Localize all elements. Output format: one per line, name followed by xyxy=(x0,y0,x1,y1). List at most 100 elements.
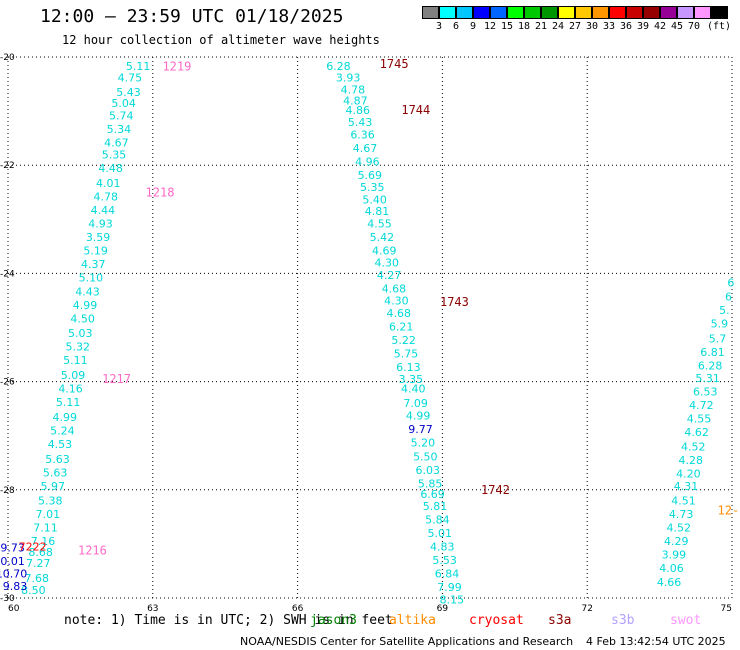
data-point-label: 5.32 xyxy=(66,340,91,353)
y-tick-label: -30 xyxy=(0,594,15,604)
data-point-label: 5.53 xyxy=(432,554,457,567)
legend-swatch xyxy=(626,6,643,19)
mission-altika: altika xyxy=(389,613,436,628)
legend-swatch xyxy=(677,6,694,19)
legend-label: 45 xyxy=(670,21,684,32)
legend-label: 30 xyxy=(585,21,599,32)
data-point-label: 4.55 xyxy=(687,412,712,425)
data-point-label: 4.27 xyxy=(377,269,402,282)
data-point-label: 5.84 xyxy=(425,514,450,527)
legend-swatch xyxy=(524,6,541,19)
x-tick-label: 60 xyxy=(8,604,20,614)
legend-swatch xyxy=(592,6,609,19)
data-point-label: 4.72 xyxy=(689,399,714,412)
data-point-label: 6.81 xyxy=(700,346,725,359)
data-point-label: 4.62 xyxy=(684,426,709,439)
data-point-label: 6 xyxy=(727,277,734,290)
data-point-label: 4.53 xyxy=(48,438,73,451)
track-time-label: 1743 xyxy=(440,295,469,309)
data-point-label: 5.50 xyxy=(413,450,438,463)
data-point-label: 5.85 xyxy=(418,477,443,490)
legend-label: 12 xyxy=(483,21,497,32)
data-point-label: 4.44 xyxy=(91,204,116,217)
data-point-label: 8.68 xyxy=(28,546,53,559)
data-point-label: 4.86 xyxy=(346,104,371,117)
legend-swatch xyxy=(439,6,456,19)
legend-label: 3 xyxy=(435,21,443,32)
data-point-label: 5.22 xyxy=(391,334,416,347)
data-point-label: 5.35 xyxy=(102,148,127,161)
data-point-label: 3.59 xyxy=(86,231,111,244)
data-point-label: 4.83 xyxy=(430,541,455,554)
x-tick-label: 66 xyxy=(292,604,304,614)
data-point-label: 4.01 xyxy=(96,177,121,190)
data-point-label: 4.66 xyxy=(657,576,682,589)
data-point-label: 4.43 xyxy=(75,285,100,298)
legend-label: 24 xyxy=(551,21,565,32)
data-point-label: 5.35 xyxy=(360,181,385,194)
data-point-label: 6.21 xyxy=(389,320,414,333)
data-point-label: 3.99 xyxy=(662,549,687,562)
data-point-label: 7.09 xyxy=(403,397,428,410)
data-point-label: 5.20 xyxy=(411,437,436,450)
data-point-label: 4.87 xyxy=(343,94,368,107)
track-time-label: 1217 xyxy=(102,372,131,386)
data-point-label: 7.16 xyxy=(31,535,56,548)
y-tick-label: -26 xyxy=(0,378,15,388)
data-point-label: 5.38 xyxy=(38,495,63,508)
data-point-label: 7.01 xyxy=(36,508,61,521)
data-point-label: 5.01 xyxy=(428,527,453,540)
legend-label: 18 xyxy=(517,21,531,32)
legend-swatch xyxy=(422,6,439,19)
footer-note: note: 1) Time is in UTC; 2) SWH is in fe… xyxy=(64,613,393,628)
legend-swatch xyxy=(694,6,711,19)
data-point-label: 7222 xyxy=(19,541,47,554)
data-point-label: 6.53 xyxy=(693,385,718,398)
data-point-label: 6.28 xyxy=(698,359,723,372)
track-time-label: 1219 xyxy=(162,60,191,74)
mission-cryosat: cryosat xyxy=(469,613,524,628)
data-point-label: 5.74 xyxy=(109,109,134,122)
x-tick-label: 72 xyxy=(581,604,592,614)
data-point-label: 4.99 xyxy=(73,299,98,312)
data-point-label: 9.83 xyxy=(3,580,28,593)
data-point-label: 4.93 xyxy=(88,218,113,231)
data-point-label: 4.40 xyxy=(401,383,426,396)
data-point-label: 3.93 xyxy=(336,72,361,85)
data-point-label: 6.28 xyxy=(326,60,351,73)
data-point-label: 5.75 xyxy=(394,347,419,360)
data-point-label: 4.99 xyxy=(406,410,431,423)
data-point-label: 4.96 xyxy=(355,155,380,168)
data-point-label: 4.30 xyxy=(374,257,399,270)
y-tick-label: -24 xyxy=(0,269,15,279)
legend-swatch xyxy=(558,6,575,19)
data-point-label: 10.70 xyxy=(0,568,27,581)
legend-label: 27 xyxy=(568,21,582,32)
track-time-label: 1745 xyxy=(380,57,409,71)
data-point-label: 5. xyxy=(719,304,730,317)
y-tick-label: -22 xyxy=(0,161,15,171)
data-point-label: 5.69 xyxy=(358,169,383,182)
data-point-label: 5.11 xyxy=(126,60,151,73)
data-point-label: 5.04 xyxy=(111,97,136,110)
data-point-label: 4.30 xyxy=(384,294,409,307)
data-point-label: 5.24 xyxy=(50,424,75,437)
data-point-label: 5.19 xyxy=(83,245,108,258)
data-point-label: 5.63 xyxy=(45,453,70,466)
x-tick-label: 75 xyxy=(721,604,732,614)
data-point-label: 4.52 xyxy=(681,441,706,454)
data-point-label: 4.73 xyxy=(669,508,694,521)
data-point-label: 4.48 xyxy=(98,162,123,175)
data-point-label: 4.68 xyxy=(382,283,407,296)
data-point-label: 6 xyxy=(725,291,732,304)
legend-label: 42 xyxy=(653,21,667,32)
data-point-label: 4.68 xyxy=(387,307,412,320)
data-point-label: 8.50 xyxy=(21,584,46,597)
data-point-label: 5.31 xyxy=(695,372,720,385)
y-tick-label: -20 xyxy=(0,53,15,63)
legend-swatch xyxy=(473,6,490,19)
data-point-label: 5.09 xyxy=(61,369,86,382)
data-point-label: 6.13 xyxy=(396,361,421,374)
chart-subtitle: 12 hour collection of altimeter wave hei… xyxy=(62,33,380,47)
